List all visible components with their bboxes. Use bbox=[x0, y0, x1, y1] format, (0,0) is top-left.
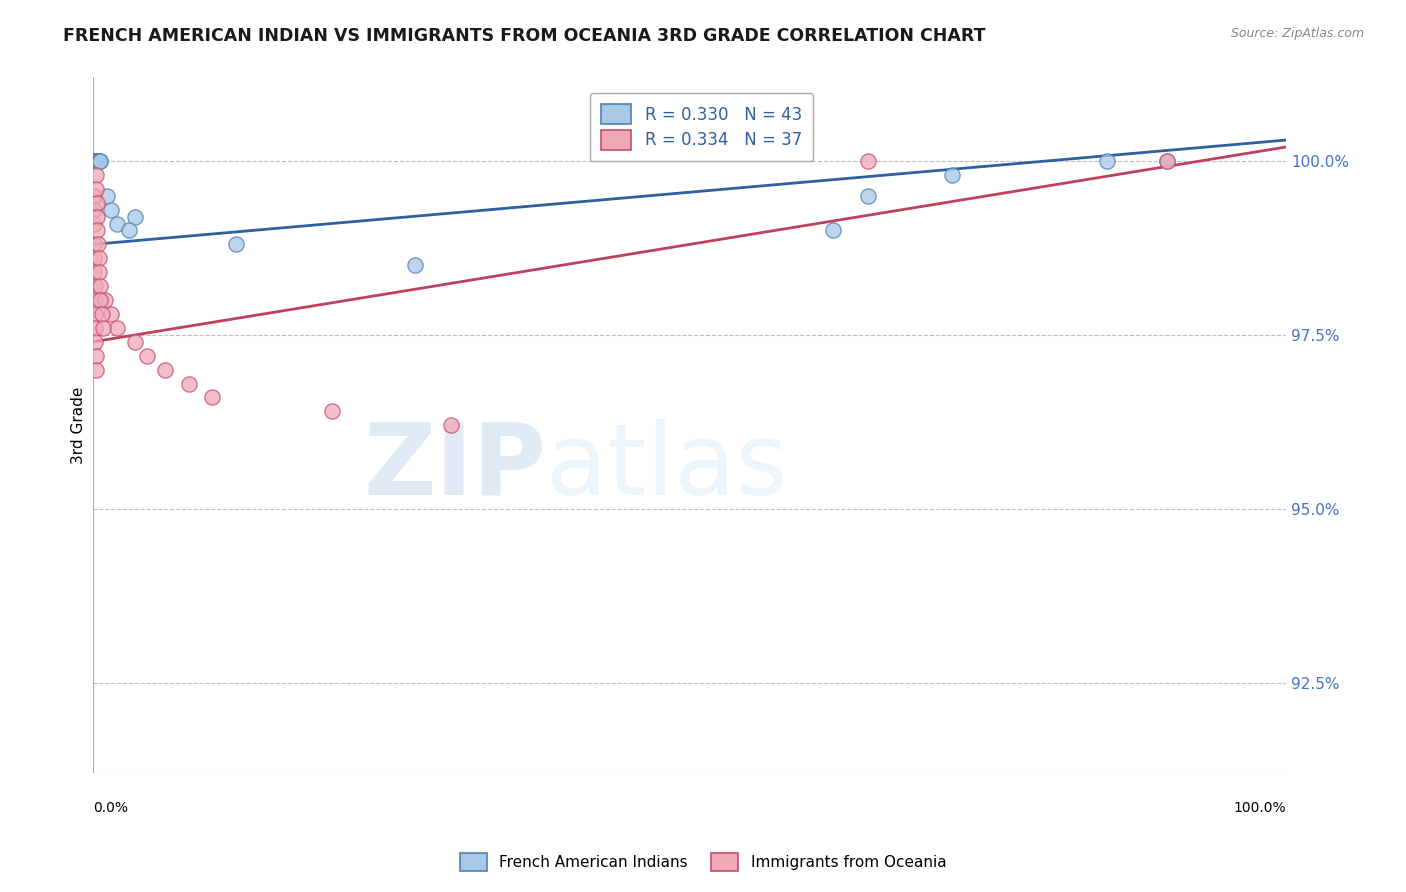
Point bbox=[84, 153, 107, 168]
Point bbox=[89, 293, 111, 307]
Point bbox=[83, 153, 105, 168]
Point bbox=[86, 153, 108, 168]
Point bbox=[87, 153, 110, 168]
Point bbox=[83, 153, 105, 168]
Point bbox=[84, 153, 107, 168]
Point bbox=[404, 258, 426, 272]
Point bbox=[87, 252, 110, 266]
Point bbox=[105, 217, 128, 231]
Point bbox=[201, 391, 224, 405]
Text: 100.0%: 100.0% bbox=[1233, 801, 1286, 815]
Point bbox=[100, 202, 122, 217]
Point bbox=[858, 188, 880, 202]
Point bbox=[83, 153, 105, 168]
Point bbox=[89, 279, 111, 293]
Point bbox=[135, 349, 157, 363]
Point bbox=[86, 153, 108, 168]
Point bbox=[1156, 153, 1178, 168]
Point bbox=[83, 153, 105, 168]
Point bbox=[89, 153, 111, 168]
Point bbox=[105, 321, 128, 335]
Text: ZIP: ZIP bbox=[364, 418, 547, 516]
Point bbox=[84, 153, 107, 168]
Point bbox=[84, 182, 107, 196]
Point bbox=[83, 153, 105, 168]
Point bbox=[84, 153, 107, 168]
Point bbox=[1095, 153, 1118, 168]
Point bbox=[94, 293, 117, 307]
Point bbox=[83, 188, 105, 202]
Point bbox=[153, 362, 176, 376]
Point bbox=[91, 321, 114, 335]
Point bbox=[84, 153, 107, 168]
Legend: French American Indians, Immigrants from Oceania: French American Indians, Immigrants from… bbox=[450, 844, 956, 880]
Point bbox=[83, 265, 105, 279]
Y-axis label: 3rd Grade: 3rd Grade bbox=[72, 386, 86, 464]
Point bbox=[83, 153, 105, 168]
Text: 0.0%: 0.0% bbox=[93, 801, 128, 815]
Point bbox=[84, 321, 107, 335]
Point bbox=[86, 210, 108, 224]
Point bbox=[84, 153, 107, 168]
Point bbox=[90, 307, 112, 321]
Point bbox=[87, 237, 110, 252]
Point bbox=[83, 279, 105, 293]
Point bbox=[83, 202, 105, 217]
Point bbox=[84, 153, 107, 168]
Point bbox=[83, 252, 105, 266]
Point bbox=[96, 188, 118, 202]
Point bbox=[124, 210, 146, 224]
Point bbox=[84, 153, 107, 168]
Point bbox=[858, 153, 880, 168]
Point bbox=[83, 217, 105, 231]
Text: Source: ZipAtlas.com: Source: ZipAtlas.com bbox=[1230, 27, 1364, 40]
Point bbox=[86, 223, 108, 237]
Point bbox=[84, 168, 107, 182]
Point bbox=[321, 404, 343, 418]
Point bbox=[84, 307, 107, 321]
Legend: R = 0.330   N = 43, R = 0.334   N = 37: R = 0.330 N = 43, R = 0.334 N = 37 bbox=[589, 93, 814, 161]
Point bbox=[84, 153, 107, 168]
Text: FRENCH AMERICAN INDIAN VS IMMIGRANTS FROM OCEANIA 3RD GRADE CORRELATION CHART: FRENCH AMERICAN INDIAN VS IMMIGRANTS FRO… bbox=[63, 27, 986, 45]
Point bbox=[84, 153, 107, 168]
Point bbox=[1156, 153, 1178, 168]
Point bbox=[440, 418, 463, 433]
Point bbox=[83, 293, 105, 307]
Point bbox=[83, 153, 105, 168]
Point bbox=[118, 223, 141, 237]
Point bbox=[100, 307, 122, 321]
Point bbox=[941, 168, 963, 182]
Point bbox=[89, 153, 111, 168]
Text: atlas: atlas bbox=[547, 418, 789, 516]
Point bbox=[87, 153, 110, 168]
Point bbox=[86, 195, 108, 210]
Point bbox=[225, 237, 247, 252]
Point bbox=[86, 153, 108, 168]
Point bbox=[89, 265, 111, 279]
Point bbox=[84, 334, 107, 349]
Point bbox=[84, 349, 107, 363]
Point bbox=[89, 153, 111, 168]
Point bbox=[87, 153, 110, 168]
Point bbox=[83, 237, 105, 252]
Point bbox=[177, 376, 200, 391]
Point bbox=[83, 153, 105, 168]
Point bbox=[821, 223, 844, 237]
Point bbox=[84, 153, 107, 168]
Point bbox=[84, 153, 107, 168]
Point bbox=[86, 153, 108, 168]
Point bbox=[124, 334, 146, 349]
Point bbox=[83, 153, 105, 168]
Point bbox=[84, 362, 107, 376]
